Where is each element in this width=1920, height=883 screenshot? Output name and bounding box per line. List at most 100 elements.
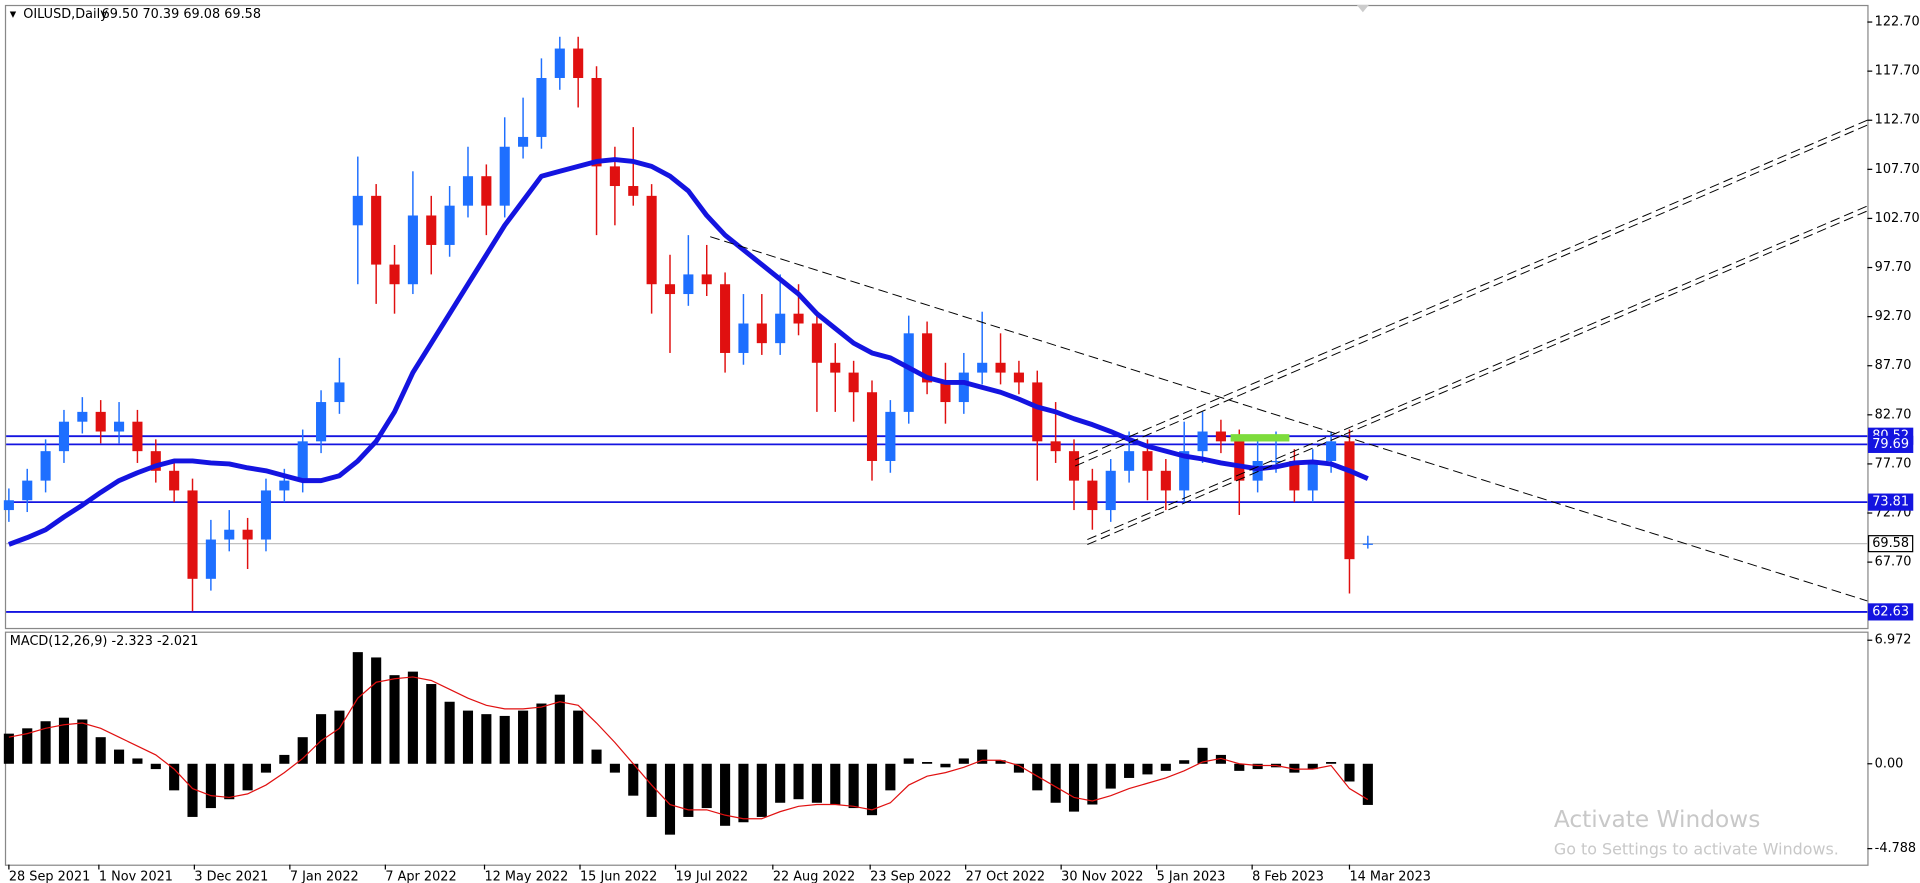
x-tick-label: 7 Apr 2022 xyxy=(385,869,456,883)
x-tick-label: 12 May 2022 xyxy=(485,869,569,883)
macd-bar xyxy=(150,763,161,770)
candle-body xyxy=(407,215,418,285)
y-tick-label: 67.70 xyxy=(1875,555,1912,570)
candle-body xyxy=(664,284,676,295)
candle-body xyxy=(95,411,106,432)
candle-body xyxy=(462,176,474,206)
candle-body xyxy=(1068,451,1080,481)
y-tick-label: 102.70 xyxy=(1875,211,1920,226)
candle-body xyxy=(885,411,896,461)
x-tick-label: 5 Jan 2023 xyxy=(1157,869,1226,883)
macd-bar xyxy=(1105,763,1116,789)
candle-body xyxy=(150,451,161,471)
macd-bar xyxy=(518,710,529,764)
macd-bar xyxy=(297,737,308,764)
macd-bar xyxy=(407,671,418,764)
channel-line xyxy=(1087,210,1868,545)
macd-bar xyxy=(866,763,878,816)
macd-bar xyxy=(371,657,382,764)
candle-body xyxy=(922,333,933,383)
macd-bar xyxy=(444,701,455,764)
macd-bar xyxy=(279,754,290,764)
candle-body xyxy=(205,539,216,579)
macd-bar xyxy=(775,763,786,803)
candle-body xyxy=(775,313,786,344)
candle-body xyxy=(187,490,198,579)
macd-bar xyxy=(903,758,914,764)
candle-body xyxy=(977,362,988,373)
macd-bar xyxy=(1050,763,1061,803)
y-tick-label: 107.70 xyxy=(1875,162,1920,177)
candle-body xyxy=(554,48,565,79)
candle-body xyxy=(1050,441,1061,452)
candle-body xyxy=(958,372,969,403)
macd-bar xyxy=(1179,760,1190,764)
macd-bar xyxy=(77,719,88,764)
candle-body xyxy=(3,500,14,511)
candle-body xyxy=(1105,470,1116,511)
chart-subtitle: 69.50 70.39 69.08 69.58 xyxy=(102,7,261,22)
watermark-subtitle: Go to Settings to activate Windows. xyxy=(1554,839,1839,858)
macd-bar xyxy=(40,721,51,764)
candle-body xyxy=(426,215,437,245)
drawn-objects xyxy=(710,119,1868,602)
candle-body xyxy=(811,323,822,363)
macd-bar xyxy=(1197,747,1208,764)
level-label: 62.63 xyxy=(1872,604,1909,619)
macd-bar xyxy=(848,763,859,809)
y-tick-label: 97.70 xyxy=(1875,260,1912,275)
macd-bar xyxy=(554,694,565,764)
shift-marker xyxy=(1356,4,1369,13)
macd-bar xyxy=(1234,763,1245,771)
macd-bar xyxy=(499,715,510,764)
macd-bar xyxy=(95,737,106,764)
candle-body xyxy=(940,382,951,403)
y-tick-label: 82.70 xyxy=(1875,407,1912,422)
candle-body xyxy=(1289,460,1300,491)
macd-bar xyxy=(224,763,235,800)
candle-body xyxy=(591,78,602,167)
macd-bar xyxy=(646,763,657,817)
y-tick-label: 112.70 xyxy=(1875,113,1920,128)
candle-body xyxy=(58,421,70,452)
macd-y-tick-label: -4.788 xyxy=(1875,841,1916,856)
candle-body xyxy=(316,402,327,442)
candle-body xyxy=(481,176,492,206)
macd-bar xyxy=(1344,763,1355,782)
candle-body xyxy=(848,372,859,393)
chart-title: OILUSD,Daily xyxy=(23,7,108,22)
candle-body xyxy=(720,284,731,353)
candle-body xyxy=(536,78,547,137)
macd-bar xyxy=(1160,763,1171,771)
candle-body xyxy=(1234,441,1245,481)
macd-bar xyxy=(389,675,400,764)
candle-body xyxy=(903,333,914,412)
x-tick-label: 23 Sep 2022 xyxy=(870,869,951,883)
candle-body xyxy=(628,186,639,196)
channel-line xyxy=(1087,205,1868,541)
candle-body xyxy=(1160,470,1171,491)
x-tick-label: 14 Mar 2023 xyxy=(1349,869,1430,883)
macd-label: MACD(12,26,9) -2.323 -2.021 xyxy=(10,634,199,649)
macd-bar xyxy=(316,714,327,764)
candle-body xyxy=(756,323,767,344)
candle-body xyxy=(1032,382,1043,442)
macd-bar xyxy=(830,763,841,805)
candle-body xyxy=(114,421,125,432)
level-label: 69.58 xyxy=(1872,536,1909,551)
candle-body xyxy=(499,146,510,206)
candle-body xyxy=(22,480,33,501)
x-tick-label: 27 Oct 2022 xyxy=(966,869,1045,883)
x-tick-label: 30 Nov 2022 xyxy=(1061,869,1143,883)
candle-body xyxy=(1013,372,1024,383)
macd-bar xyxy=(1032,763,1043,791)
macd-bar xyxy=(573,710,584,764)
candle-body xyxy=(1124,451,1135,471)
candle-body xyxy=(224,529,235,540)
candle-body xyxy=(793,313,804,324)
candle-body xyxy=(260,490,272,540)
x-tick-label: 19 Jul 2022 xyxy=(676,869,749,883)
candle-body xyxy=(1344,441,1355,560)
candle-body xyxy=(609,166,620,187)
